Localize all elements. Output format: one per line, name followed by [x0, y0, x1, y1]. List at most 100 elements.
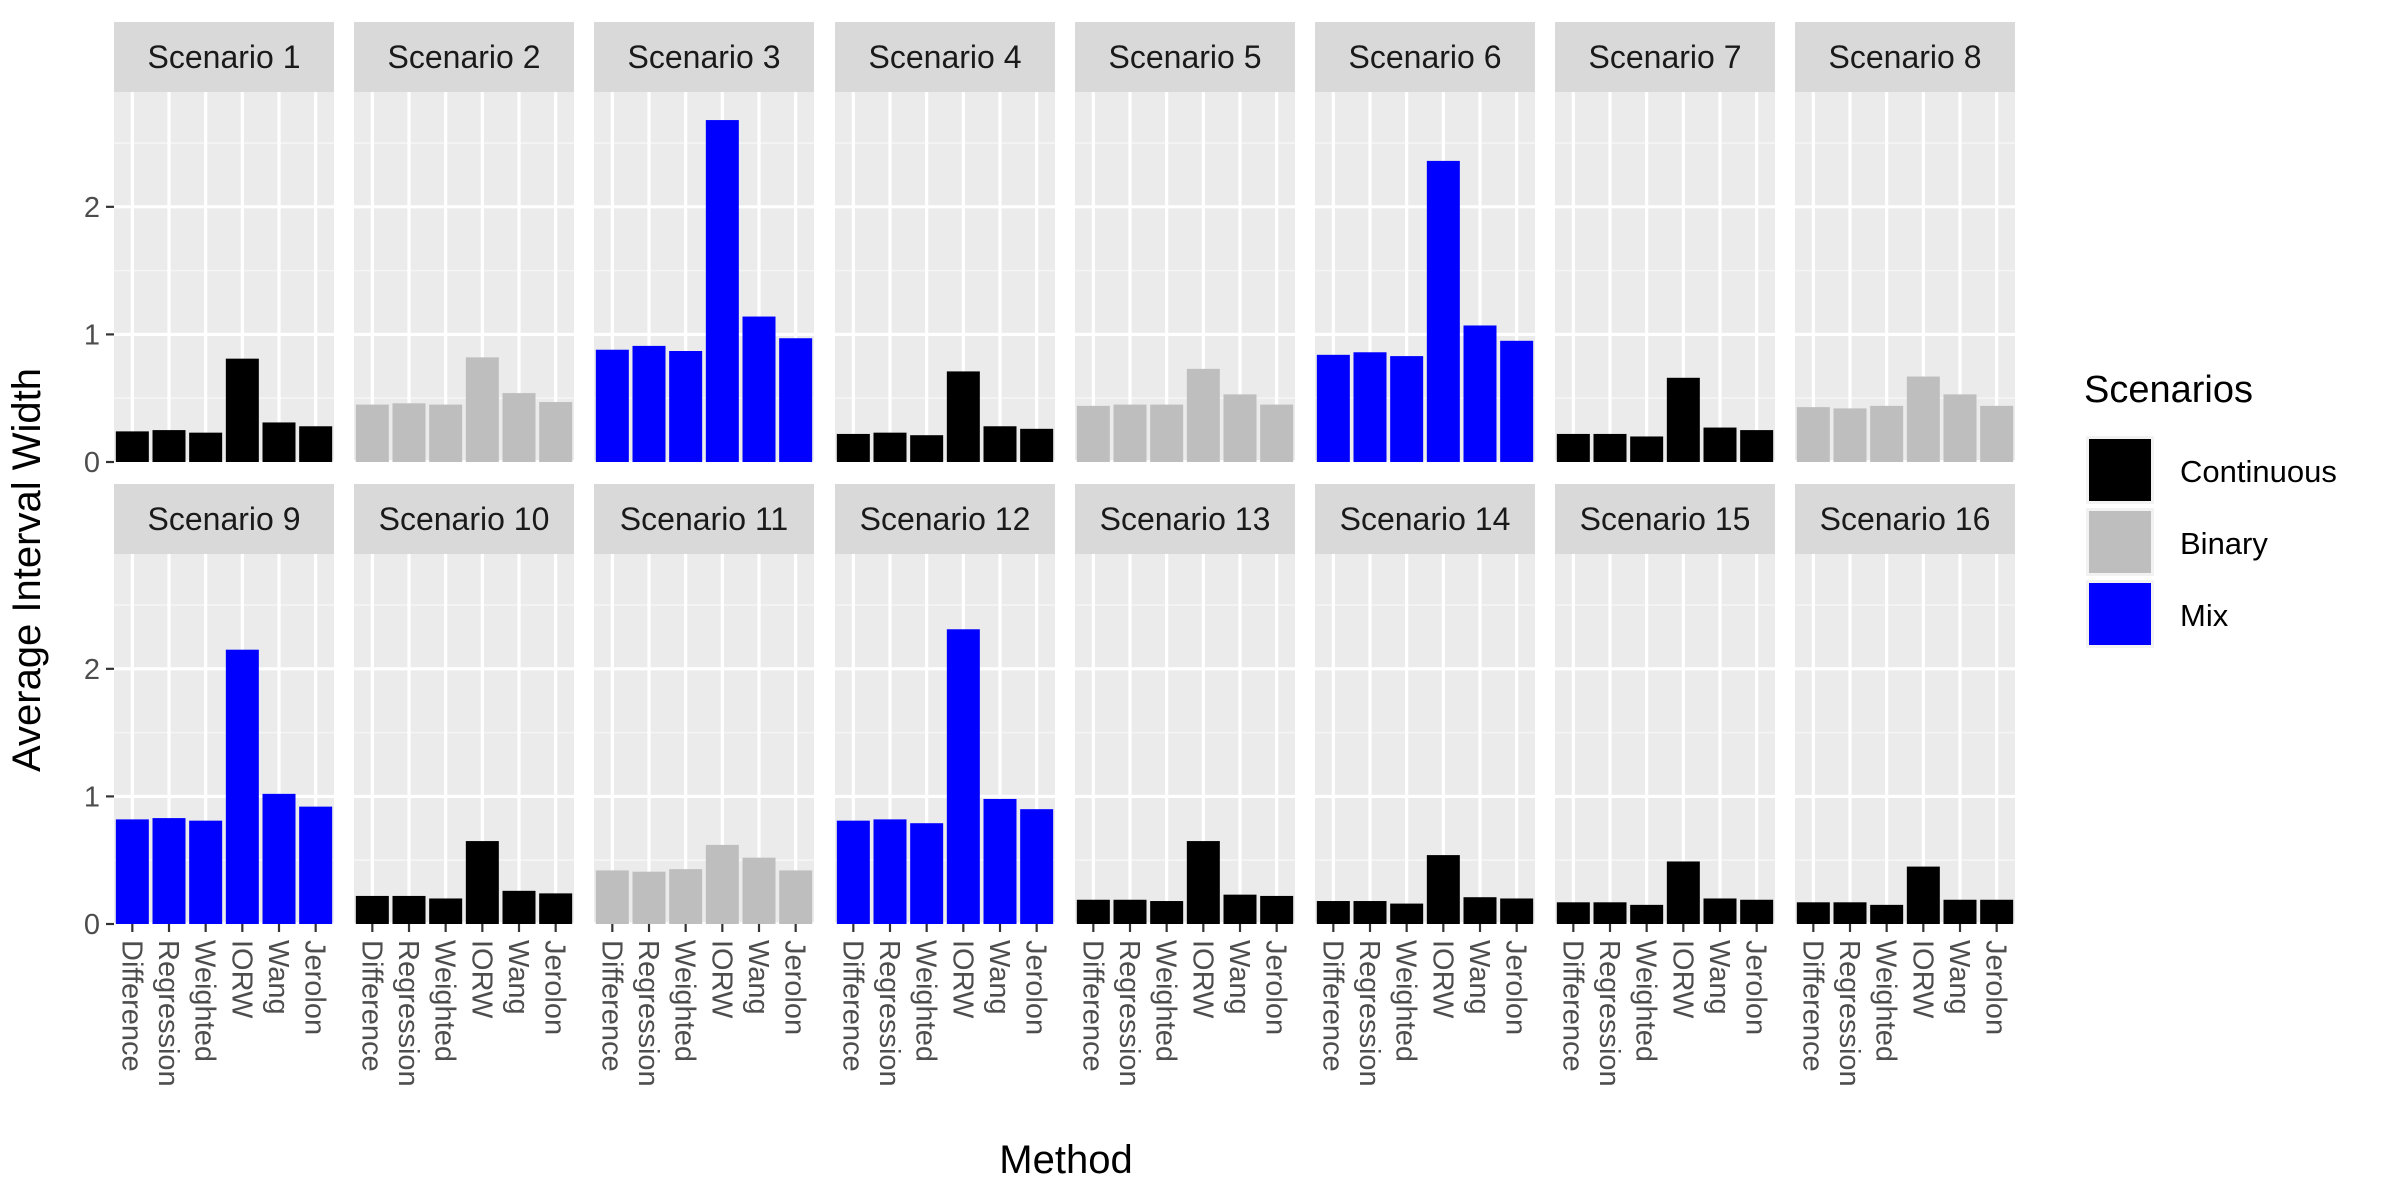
- bar: [1426, 160, 1460, 462]
- facet-panel: Scenario 12 Difference Regression Weighted I…: [835, 484, 1055, 1087]
- x-tick-label: Difference: [836, 940, 868, 1072]
- bar: [1740, 899, 1774, 924]
- x-tick-label: Difference: [115, 940, 147, 1072]
- x-tick-label: Jerolon: [1020, 940, 1052, 1035]
- bar: [946, 371, 980, 462]
- bar: [742, 316, 776, 462]
- bar: [1796, 407, 1830, 462]
- bar: [1703, 898, 1737, 924]
- x-tick-label: Regression: [1353, 940, 1385, 1087]
- x-tick-label: Regression: [1593, 940, 1625, 1087]
- panel-background: [114, 554, 334, 924]
- legend-title: Scenarios: [2084, 369, 2253, 411]
- bar: [225, 358, 259, 462]
- bar: [1666, 861, 1700, 924]
- bar: [1593, 433, 1627, 462]
- facet-panel: Scenario 4: [835, 22, 1055, 464]
- bar: [946, 629, 980, 924]
- x-tick-label: Difference: [1316, 940, 1348, 1072]
- panel-title: Scenario 3: [628, 39, 781, 75]
- panel-title: Scenario 10: [379, 501, 550, 537]
- x-tick-label: Wang: [1943, 940, 1975, 1015]
- x-tick-label: Jerolon: [299, 940, 331, 1035]
- x-tick-label: Jerolon: [539, 940, 571, 1035]
- bar: [1186, 841, 1220, 924]
- bar: [465, 841, 499, 924]
- bar: [392, 895, 426, 924]
- bar: [1390, 356, 1424, 462]
- bar: [1463, 325, 1497, 462]
- strip-background: [1315, 484, 1535, 554]
- panel-title: Scenario 6: [1349, 39, 1502, 75]
- bar: [836, 433, 870, 462]
- facet-panel: Scenario 6: [1315, 22, 1535, 464]
- bar: [152, 818, 186, 924]
- facet-panel: Scenario 7: [1555, 22, 1775, 464]
- bar: [1980, 899, 2014, 924]
- bar: [115, 819, 149, 924]
- bar: [669, 351, 703, 462]
- x-tick-label: IORW: [1906, 940, 1938, 1019]
- strip-background: [354, 22, 574, 92]
- bar: [299, 806, 333, 924]
- legend-label: Binary: [2180, 526, 2268, 561]
- bar: [502, 890, 536, 924]
- bar: [299, 426, 333, 462]
- panel-background: [1315, 92, 1535, 462]
- strip-background: [1315, 22, 1535, 92]
- x-tick-label: Regression: [1833, 940, 1865, 1087]
- bar: [1556, 902, 1590, 924]
- bar: [1870, 904, 1904, 924]
- bar: [595, 870, 629, 924]
- facet-panel: Scenario 10 Difference Regression Weighted I…: [354, 484, 574, 1087]
- bar: [1113, 899, 1147, 924]
- bar: [1113, 404, 1147, 462]
- legend-swatch: [2089, 583, 2151, 645]
- x-tick-label: Weighted: [1870, 940, 1902, 1062]
- strip-background: [1555, 22, 1775, 92]
- x-tick-label: Weighted: [189, 940, 221, 1062]
- x-tick-label: IORW: [225, 940, 257, 1019]
- bar: [1703, 427, 1737, 462]
- x-tick-label: Regression: [152, 940, 184, 1087]
- panel-title: Scenario 5: [1109, 39, 1262, 75]
- panel-title: Scenario 13: [1100, 501, 1271, 537]
- x-tick-label: Weighted: [1150, 940, 1182, 1062]
- bar: [1186, 368, 1220, 462]
- facet-panel: Scenario 13 Difference Regression Weighted I…: [1075, 484, 1295, 1087]
- facet-panel: Scenario 15 Difference Regression Weighted I…: [1555, 484, 1775, 1087]
- panel-title: Scenario 14: [1340, 501, 1511, 537]
- x-axis-title: Method: [999, 1138, 1132, 1182]
- facet-panel: Scenario 16 Difference Regression Weighted I…: [1795, 484, 2015, 1087]
- panel-title: Scenario 12: [860, 501, 1031, 537]
- bar: [1353, 901, 1387, 924]
- bar: [1223, 394, 1257, 462]
- bar: [1500, 340, 1534, 462]
- panel-background: [1075, 92, 1295, 462]
- y-tick-label: 1: [84, 319, 100, 351]
- y-tick-label: 0: [84, 909, 100, 941]
- x-tick-label: Jerolon: [1260, 940, 1292, 1035]
- bar: [502, 393, 536, 462]
- panel-background: [1555, 92, 1775, 462]
- x-tick-label: Wang: [1223, 940, 1255, 1015]
- bar: [392, 403, 426, 462]
- y-tick-label: 1: [84, 781, 100, 813]
- panel-title: Scenario 16: [1820, 501, 1991, 537]
- bar: [429, 898, 463, 924]
- bar: [1150, 404, 1184, 462]
- strip-background: [1075, 484, 1295, 554]
- y-tick-label: 2: [84, 654, 100, 686]
- panel-background: [1075, 554, 1295, 924]
- bar: [632, 871, 666, 924]
- x-tick-label: IORW: [705, 940, 737, 1019]
- bar: [705, 120, 739, 462]
- bar: [115, 431, 149, 462]
- x-tick-label: Weighted: [429, 940, 461, 1062]
- bar: [539, 893, 573, 924]
- bar: [1020, 809, 1054, 924]
- bar: [1870, 405, 1904, 462]
- panel-background: [1795, 554, 2015, 924]
- bar: [1943, 899, 1977, 924]
